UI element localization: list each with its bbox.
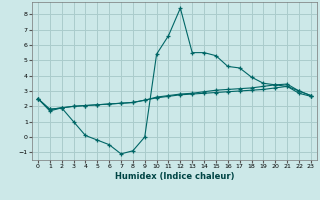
X-axis label: Humidex (Indice chaleur): Humidex (Indice chaleur) (115, 172, 234, 181)
